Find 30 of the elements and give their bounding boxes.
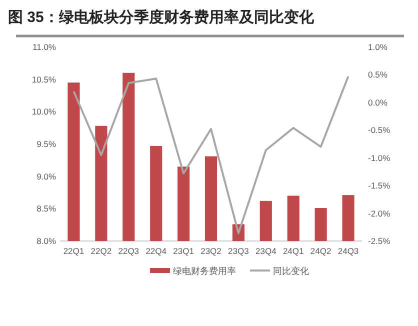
- x-tick-label: 22Q3: [118, 246, 140, 256]
- y-tick-label: 8.5%: [36, 204, 56, 214]
- line-series: [72, 75, 350, 234]
- x-tick-label: 23Q3: [228, 246, 250, 256]
- title: 图 35：绿电板块分季度财务费用率及同比变化: [8, 9, 314, 26]
- x-tick-label: 23Q1: [173, 246, 194, 256]
- x-tick-label: 24Q2: [310, 246, 332, 256]
- x-tick-label: 22Q2: [90, 246, 112, 256]
- x-tick-label: 23Q2: [200, 246, 222, 256]
- y-tick-label: 8.0%: [36, 236, 56, 246]
- x-tick-label: 22Q4: [146, 246, 167, 256]
- y-tick-label: 10.0%: [32, 106, 56, 117]
- y2-tick-label: -1.0%: [368, 152, 391, 163]
- y2-tick-label: -2.0%: [368, 208, 391, 218]
- y-tick-label: 9.5%: [36, 139, 56, 149]
- y2-tick-label: 0.0%: [368, 97, 388, 108]
- y-tick-label: 11.0%: [32, 42, 56, 52]
- y2-tick-label: 1.0%: [368, 42, 388, 52]
- y-tick-label: 9.0%: [36, 171, 56, 182]
- legend-label: 绿电财务费用率: [173, 266, 236, 276]
- x-tick-label: 23Q4: [256, 246, 277, 256]
- x-tick-label: 24Q1: [282, 246, 304, 256]
- y2-tick-label: 0.5%: [368, 70, 388, 80]
- x-tick-label: 22Q1: [63, 246, 84, 256]
- legend-label: 同比变化: [273, 266, 309, 276]
- x-tick-label: 24Q3: [338, 246, 359, 256]
- y2-tick-label: -0.5%: [368, 125, 391, 136]
- y2-tick-label: -1.5%: [368, 180, 391, 191]
- y-tick-label: 10.5%: [32, 74, 56, 84]
- y2-tick-label: -2.5%: [368, 236, 391, 246]
